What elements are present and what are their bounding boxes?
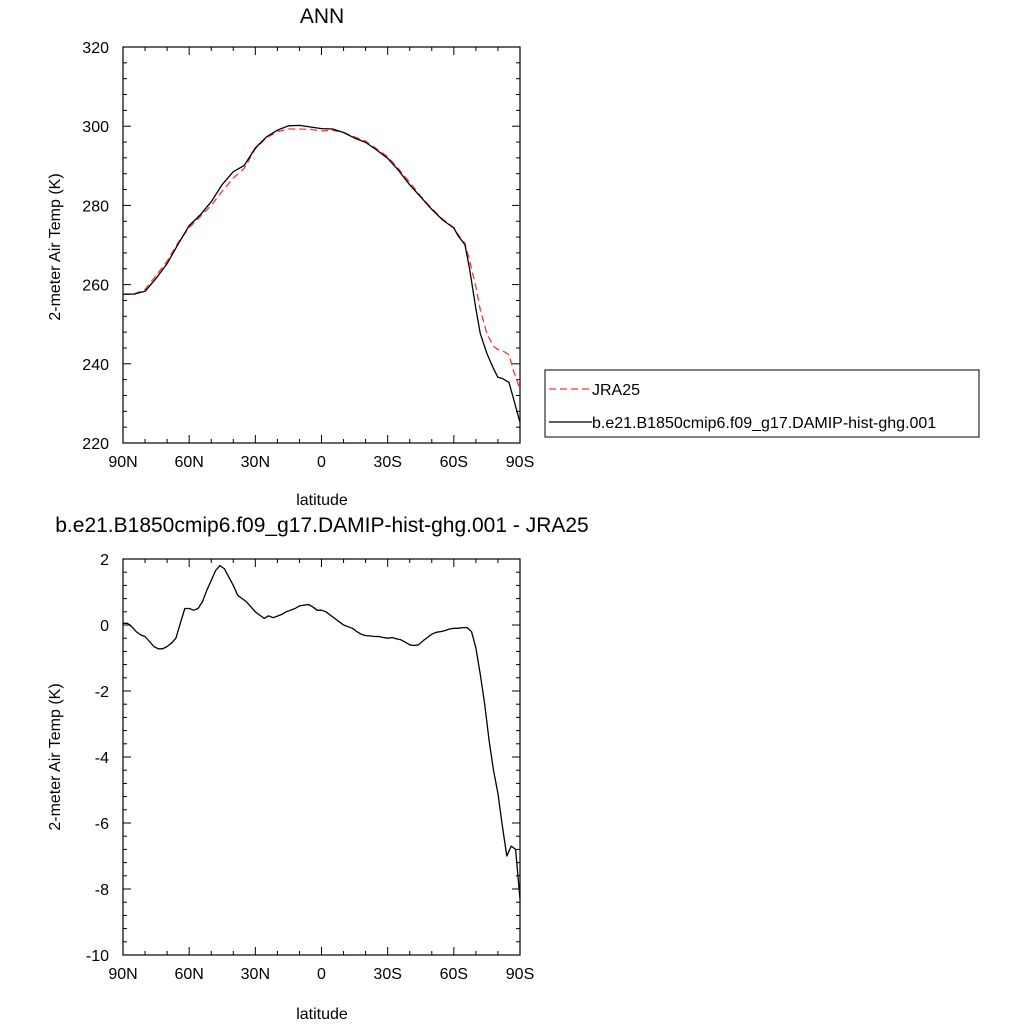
x-axis-label: latitude bbox=[296, 1006, 348, 1023]
legend: JRA25 b.e21.B1850cmip6.f09_g17.DAMIP-his… bbox=[544, 369, 980, 438]
y-tick-label: 260 bbox=[82, 278, 109, 295]
panel-title-difference: b.e21.B1850cmip6.f09_g17.DAMIP-hist-ghg.… bbox=[55, 514, 588, 537]
x-tick-label: 90N bbox=[108, 454, 137, 471]
y-tick-label: -10 bbox=[86, 948, 109, 965]
y-tick-label: -4 bbox=[95, 750, 109, 767]
y-axis-label: 2-meter Air Temp (K) bbox=[47, 683, 64, 830]
legend-label-jra25: JRA25 bbox=[592, 382, 640, 399]
legend-box bbox=[544, 369, 980, 438]
plot-area: 90N 60N 30N 0 30S 60S 90S -10 -8 -6 -4 -2 0 2 bbox=[86, 552, 534, 983]
y-tick-label: -2 bbox=[95, 684, 109, 701]
panel-title-ann: ANN bbox=[300, 5, 344, 28]
y-tick-label: 0 bbox=[100, 618, 109, 635]
x-axis-label: latitude bbox=[296, 492, 348, 509]
x-tick-label: 90S bbox=[506, 966, 534, 983]
y-tick-label: -6 bbox=[95, 816, 109, 833]
y-tick-label: -8 bbox=[95, 882, 109, 899]
x-tick-label: 30N bbox=[241, 454, 270, 471]
x-tick-label: 60S bbox=[440, 454, 468, 471]
series-line-b-e21-b1850cmip6-f09-g17-damip-hist-ghg-001 bbox=[123, 124, 521, 423]
x-tick-label: 30N bbox=[241, 966, 270, 983]
x-tick-label: 90S bbox=[506, 454, 534, 471]
y-axis-label: 2-meter Air Temp (K) bbox=[47, 173, 64, 320]
y-tick-label: 220 bbox=[82, 436, 109, 453]
y-tick-label: 300 bbox=[82, 119, 109, 136]
x-tick-label: 0 bbox=[317, 966, 326, 983]
legend-label-model: b.e21.B1850cmip6.f09_g17.DAMIP-hist-ghg.… bbox=[592, 415, 936, 432]
x-tick-label: 30S bbox=[373, 454, 401, 471]
x-tick-label: 0 bbox=[317, 454, 326, 471]
plot-frame bbox=[122, 46, 521, 444]
x-tick-label: 60S bbox=[440, 966, 468, 983]
temperature-panel: ANN latitude 2-meter Air Temp (K) 90N 60N… bbox=[47, 5, 534, 509]
difference-panel: b.e21.B1850cmip6.f09_g17.DAMIP-hist-ghg.… bbox=[47, 514, 589, 1023]
y-tick-label: 280 bbox=[82, 198, 109, 215]
x-tick-label: 60N bbox=[174, 966, 203, 983]
y-tick-label: 320 bbox=[82, 40, 109, 57]
y-tick-label: 240 bbox=[82, 357, 109, 374]
series-line-jra25 bbox=[122, 128, 521, 390]
plot-area: 90N 60N 30N 0 30S 60S 90S 220 240 260 280 300 320 bbox=[82, 40, 534, 471]
x-tick-label: 30S bbox=[373, 966, 401, 983]
x-tick-label: 60N bbox=[174, 454, 203, 471]
x-tick-label: 90N bbox=[108, 966, 137, 983]
plot-frame bbox=[122, 558, 521, 956]
series-line-difference bbox=[123, 564, 521, 899]
y-tick-label: 2 bbox=[100, 552, 109, 569]
